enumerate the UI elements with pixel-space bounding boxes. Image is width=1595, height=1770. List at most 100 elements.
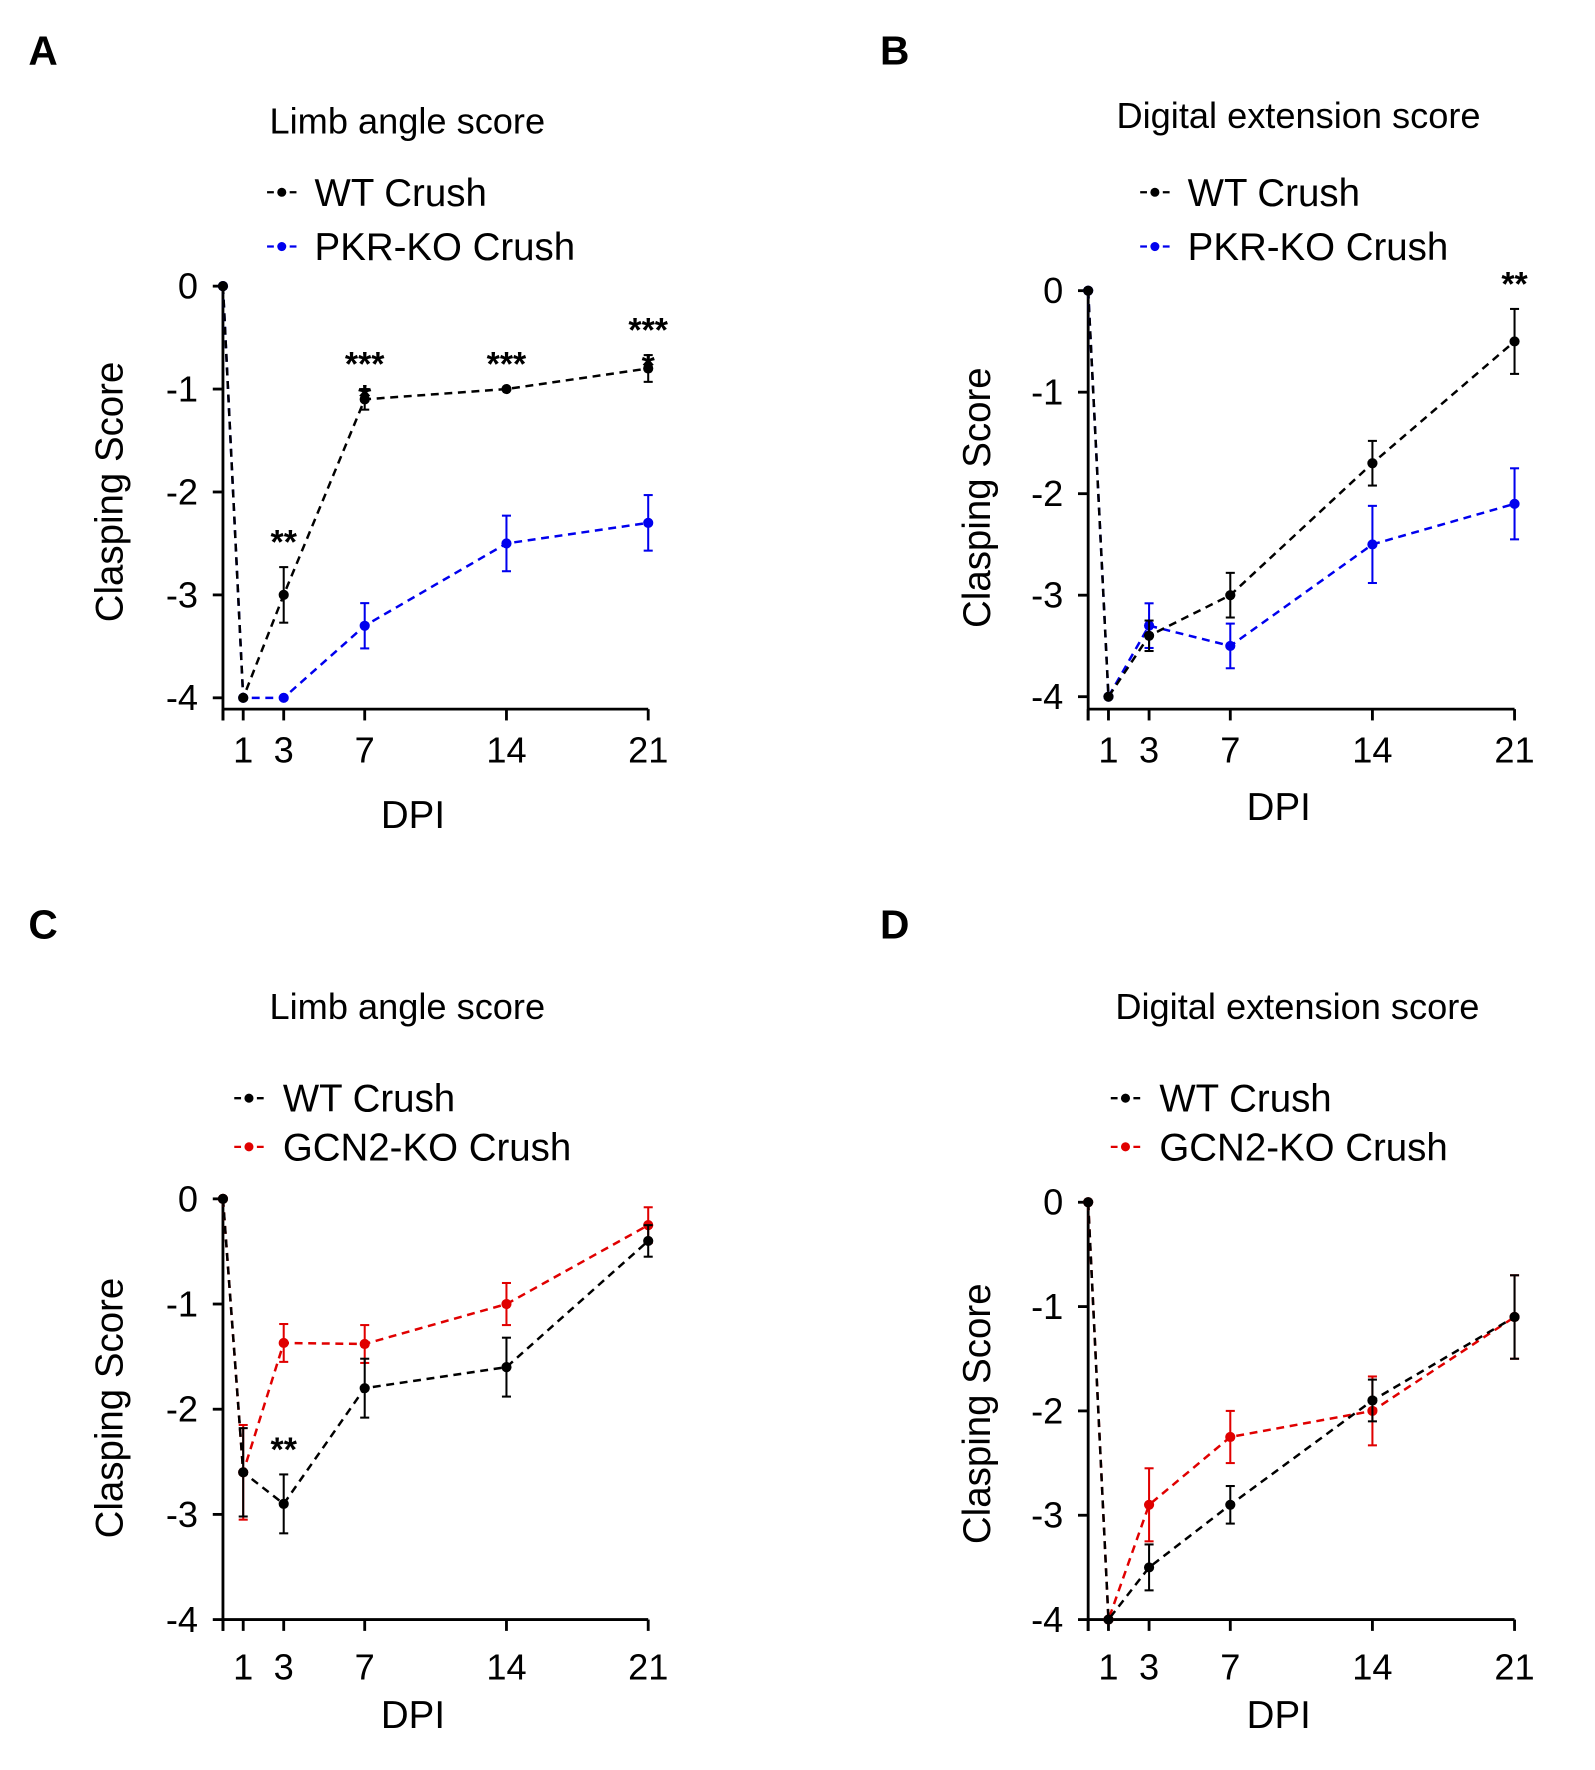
series-line-pkr-ko-crush xyxy=(221,286,649,700)
x-tick-label: 7 xyxy=(1220,1647,1240,1688)
significance-marker: *** xyxy=(345,345,385,383)
panel-letter: D xyxy=(880,902,909,948)
x-tick-label: 3 xyxy=(274,729,294,770)
y-axis-label: Clasping Score xyxy=(956,1283,999,1544)
data-point xyxy=(1143,1562,1155,1573)
y-tick-label: -3 xyxy=(1031,1495,1063,1536)
data-point xyxy=(1083,1197,1094,1208)
y-tick-label: -2 xyxy=(1031,473,1063,514)
y-axis-label: Clasping Score xyxy=(956,367,999,628)
x-tick-label: 7 xyxy=(355,1647,375,1688)
panel-letter: A xyxy=(28,27,57,73)
data-point xyxy=(1367,539,1378,550)
y-tick-label: -2 xyxy=(166,1389,198,1430)
data-point xyxy=(643,517,654,528)
y-tick-label: -1 xyxy=(166,1283,198,1324)
y-tick-label: -2 xyxy=(1031,1390,1063,1431)
x-axis-label: DPI xyxy=(1247,1694,1311,1737)
data-point xyxy=(501,538,512,549)
legend-label: WT Crush xyxy=(1159,1078,1331,1121)
y-tick-label: -1 xyxy=(1031,1286,1063,1327)
data-point xyxy=(278,692,289,703)
significance-marker: ** xyxy=(1501,265,1528,303)
x-tick-label: 21 xyxy=(1494,729,1534,770)
significance-marker: ** xyxy=(271,1431,298,1469)
y-tick-label: -4 xyxy=(1031,676,1063,717)
data-point xyxy=(217,281,229,292)
data-point xyxy=(1509,1311,1520,1323)
y-tick-label: -4 xyxy=(166,1599,198,1640)
series-line-pkr-ko-crush xyxy=(1086,290,1515,701)
data-point xyxy=(501,1362,512,1373)
x-tick-label: 1 xyxy=(1098,729,1118,770)
x-tick-label: 1 xyxy=(233,729,253,770)
data-point xyxy=(359,620,370,631)
legend-marker xyxy=(1150,187,1160,197)
data-point xyxy=(238,1467,249,1478)
legend-marker xyxy=(244,1093,254,1103)
y-tick-label: 0 xyxy=(1043,1182,1063,1223)
significance-marker: *** xyxy=(628,312,668,350)
x-tick-label: 14 xyxy=(1352,729,1392,770)
legend-marker xyxy=(1150,242,1160,252)
legend-marker xyxy=(277,242,287,252)
x-tick-label: 21 xyxy=(1494,1647,1534,1688)
y-tick-label: 0 xyxy=(1043,270,1063,311)
data-point xyxy=(1103,691,1114,702)
data-point xyxy=(1367,458,1378,469)
chart-title: Limb angle score xyxy=(270,100,546,141)
data-point xyxy=(643,1235,654,1247)
x-axis-label: DPI xyxy=(381,1694,445,1737)
y-axis-label: Clasping Score xyxy=(88,362,131,623)
data-point xyxy=(1143,630,1155,641)
series-line-wt-crush xyxy=(1086,1202,1516,1623)
chart-title: Digital extension score xyxy=(1115,986,1479,1027)
legend-marker xyxy=(1120,1142,1131,1152)
data-point xyxy=(1225,1431,1236,1443)
data-point xyxy=(359,1338,370,1350)
data-point xyxy=(238,692,249,703)
x-tick-label: 3 xyxy=(1139,729,1159,770)
data-point xyxy=(1083,285,1094,296)
x-axis-label: DPI xyxy=(381,794,445,837)
chart-title: Limb angle score xyxy=(270,986,546,1027)
y-tick-label: -3 xyxy=(166,574,198,615)
x-tick-label: 14 xyxy=(486,729,526,770)
panel-letter: B xyxy=(880,27,909,73)
data-point xyxy=(1225,590,1236,601)
x-tick-label: 14 xyxy=(1352,1647,1392,1688)
y-tick-label: -2 xyxy=(166,471,198,512)
data-point xyxy=(278,589,289,600)
x-tick-label: 3 xyxy=(1139,1647,1159,1688)
significance-marker: * xyxy=(358,378,372,416)
data-point xyxy=(1509,498,1520,509)
data-point xyxy=(359,394,370,405)
legend-label: GCN2-KO Crush xyxy=(1159,1126,1447,1169)
data-point xyxy=(278,1337,289,1349)
y-axis-label: Clasping Score xyxy=(88,1278,131,1539)
x-tick-label: 3 xyxy=(274,1647,294,1688)
x-axis-label: DPI xyxy=(1247,786,1311,829)
series-line-wt-crush xyxy=(221,286,649,699)
x-tick-label: 7 xyxy=(355,729,375,770)
data-point xyxy=(501,1298,512,1310)
data-point xyxy=(1225,640,1236,652)
legend-marker xyxy=(244,1142,254,1152)
series-line-gcn2-ko-crush xyxy=(1086,1202,1516,1620)
significance-marker: *** xyxy=(487,345,527,383)
y-tick-label: -1 xyxy=(166,369,198,410)
legend-label: PKR-KO Crush xyxy=(315,226,576,269)
y-tick-label: -3 xyxy=(166,1494,198,1535)
legend-label: GCN2-KO Crush xyxy=(283,1126,571,1169)
legend-marker xyxy=(1120,1093,1131,1103)
significance-marker: ** xyxy=(271,524,298,562)
y-tick-label: -4 xyxy=(166,677,198,718)
x-tick-label: 21 xyxy=(628,729,668,770)
y-tick-label: 0 xyxy=(178,266,198,307)
significance-marker: * xyxy=(642,348,656,386)
legend-marker xyxy=(277,187,287,197)
panel-letter: C xyxy=(28,902,57,948)
y-tick-label: -4 xyxy=(1031,1599,1063,1640)
legend-label: WT Crush xyxy=(315,172,487,215)
x-tick-label: 1 xyxy=(1098,1647,1118,1688)
